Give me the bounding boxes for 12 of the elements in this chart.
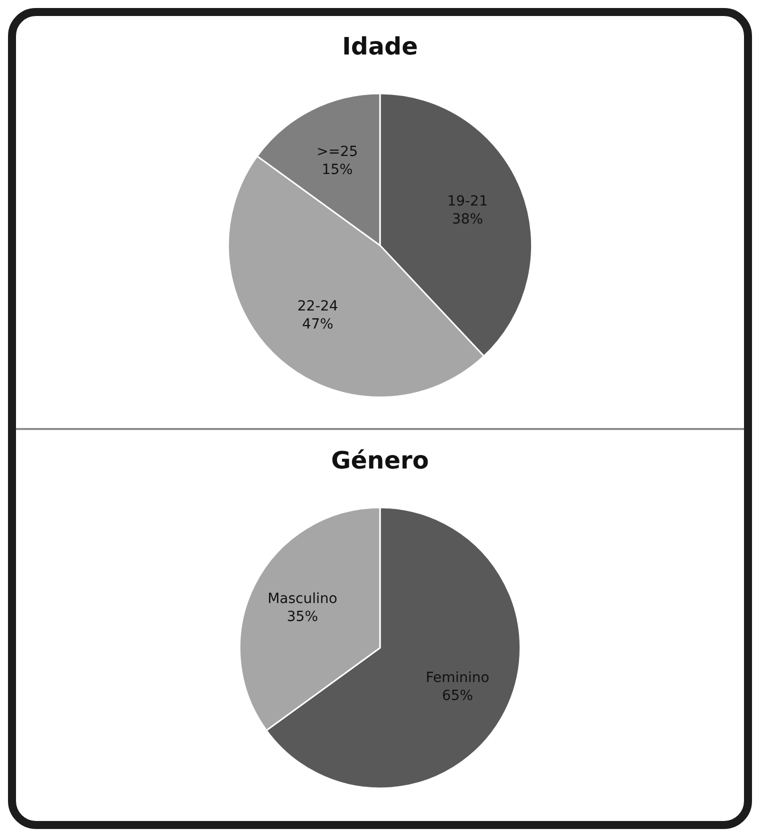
slice-label: 19-21 bbox=[447, 193, 488, 210]
data-label: 47% bbox=[302, 316, 334, 333]
slice-label: Feminino bbox=[426, 670, 490, 686]
chart-title: Género bbox=[331, 446, 429, 475]
data-label: 65% bbox=[442, 688, 474, 704]
chart-title: Idade bbox=[342, 32, 418, 61]
slice-label: >=25 bbox=[316, 144, 358, 160]
data-label: 15% bbox=[322, 162, 353, 178]
data-label: 35% bbox=[286, 609, 318, 626]
slice-label: Masculino bbox=[268, 591, 338, 608]
data-label: 38% bbox=[452, 211, 484, 228]
slice-label: 22-24 bbox=[297, 298, 338, 315]
